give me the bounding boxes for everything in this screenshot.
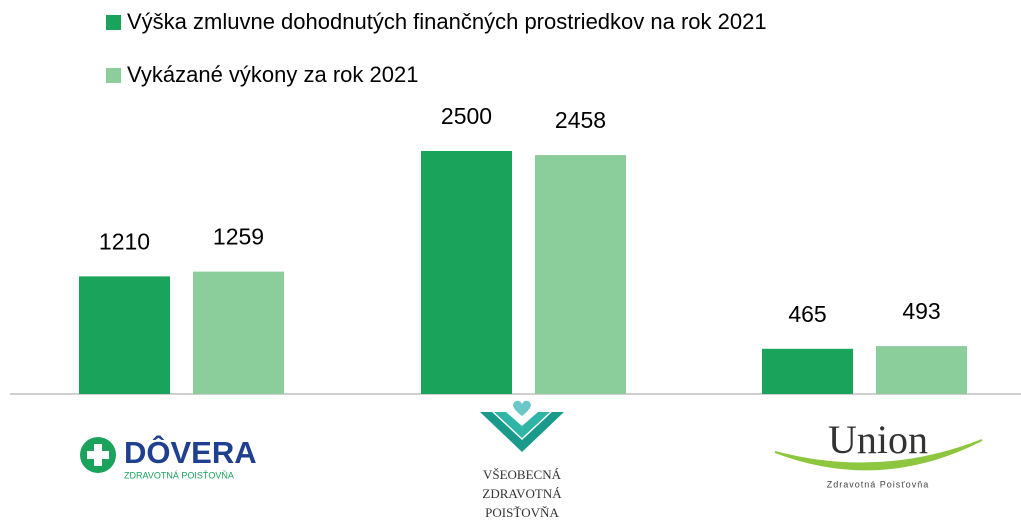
value-label: 2500 [441,103,492,129]
bar [762,348,853,394]
legend-label: Výška zmluvne dohodnutých finančných pro… [127,9,767,34]
category-name: DÔVERA [124,434,257,470]
category-subtitle: ZDRAVOTNÁ POISŤOVŇA [124,470,234,480]
value-label: 1210 [99,228,150,254]
category-name: POISŤOVŇA [485,505,559,520]
vszp-icon [480,400,564,452]
bar [876,346,967,394]
legend-label: Vykázané výkony za rok 2021 [127,62,418,87]
category-subtitle: Zdravotná Poisťovňa [827,479,929,489]
bar [79,276,170,394]
legend-swatch [106,68,121,83]
category-name: Union [828,417,928,462]
value-label: 2458 [555,107,606,133]
dovera-icon [80,437,116,473]
value-label: 465 [788,301,826,327]
value-label: 1259 [213,224,264,250]
bar [535,155,626,394]
value-label: 493 [902,298,940,324]
union-swoosh [774,439,983,471]
legend-swatch [106,15,121,30]
category-name: VŠEOBECNÁ [483,467,562,482]
bar [193,271,284,394]
bar [421,151,512,394]
category-name: ZDRAVOTNÁ [482,486,562,501]
